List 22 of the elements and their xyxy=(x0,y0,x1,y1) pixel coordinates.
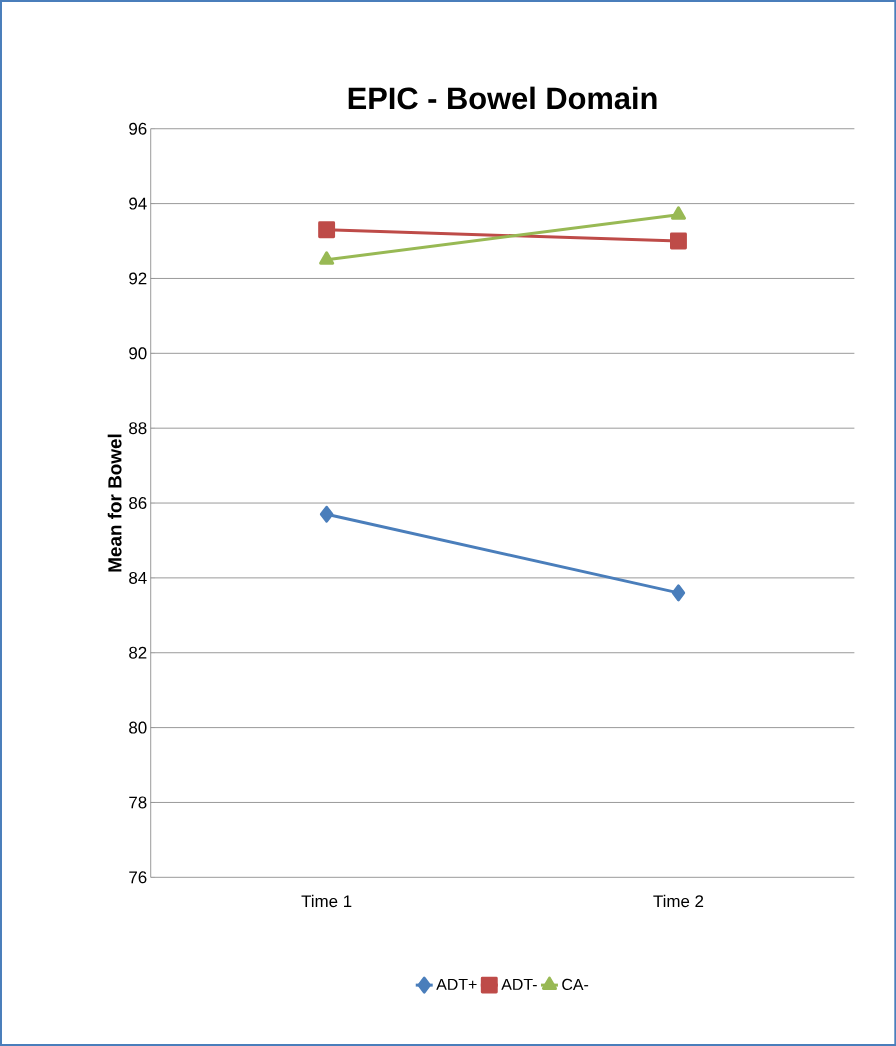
y-tick-label: 92 xyxy=(129,272,147,285)
y-tick-label: 96 xyxy=(129,122,147,135)
y-tick-label: 84 xyxy=(128,571,147,584)
point xyxy=(669,232,687,250)
y-tick-label: 82 xyxy=(128,646,147,659)
x-tick-label: Time 1 xyxy=(301,894,352,908)
y-tick-label: 80 xyxy=(128,721,147,734)
point xyxy=(319,505,334,523)
legend-label: ADT+ xyxy=(436,978,477,990)
y-tick-label: 86 xyxy=(128,497,147,510)
y-tick-label: 76 xyxy=(129,871,147,884)
legend-label: ADT- xyxy=(501,978,537,990)
y-tick-label: 90 xyxy=(129,347,147,360)
legend-label: CA- xyxy=(562,978,588,991)
x-tick-label: Time 2 xyxy=(653,894,703,908)
point xyxy=(318,221,335,239)
point xyxy=(671,584,686,602)
y-tick-label: 94 xyxy=(129,197,147,210)
y-axis-title: Mean for Bowel xyxy=(107,434,122,572)
y-tick-label: 88 xyxy=(128,422,147,435)
chart-title: EPIC - Bowel Domain xyxy=(348,86,657,110)
y-tick-label: 78 xyxy=(129,796,147,809)
